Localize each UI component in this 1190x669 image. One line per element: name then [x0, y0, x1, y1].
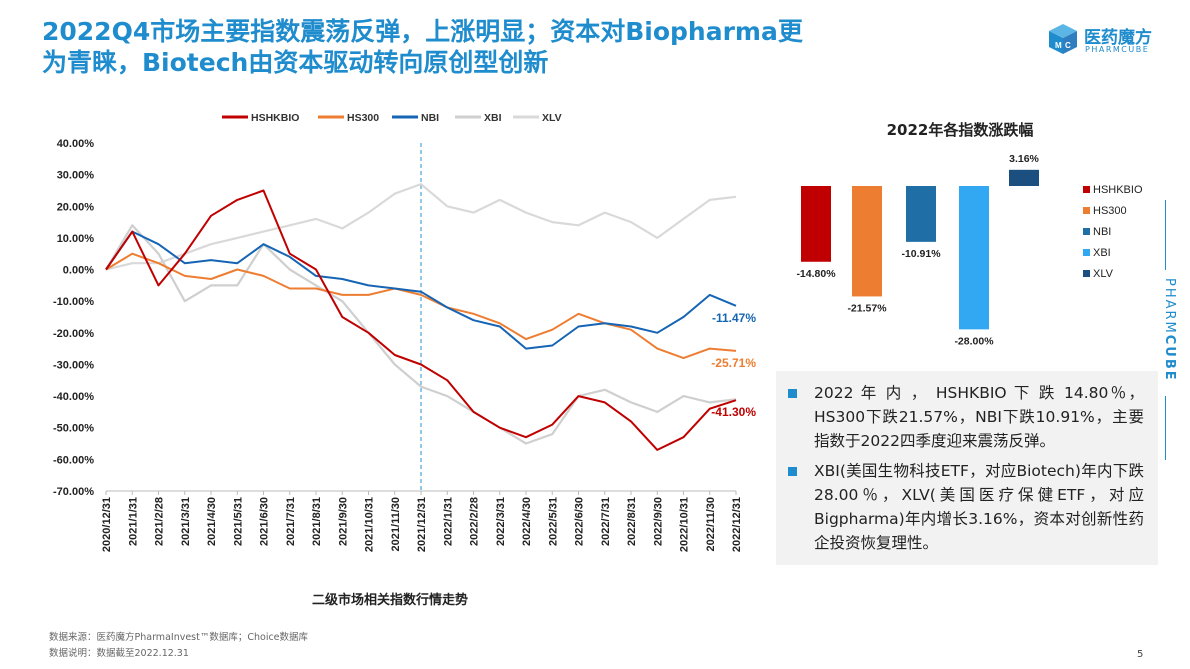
x-tick-label: 2021/9/30 — [337, 497, 349, 546]
bar-value-label: 3.16% — [1009, 153, 1039, 165]
series-line-nbi — [105, 230, 737, 350]
y-tick-label: -30.00% — [53, 359, 94, 371]
bar-legend-swatch — [1083, 228, 1090, 235]
bar-legend-label: NBI — [1093, 226, 1111, 238]
note-text: XBI(美国生物科技ETF，对应Biotech)年内下跌28.00％，XLV(美… — [814, 462, 1144, 552]
y-tick-label: 10.00% — [57, 233, 95, 245]
y-tick-label: -10.00% — [53, 296, 94, 308]
bar-legend-swatch — [1083, 270, 1090, 277]
x-tick-label: 2021/3/31 — [180, 497, 192, 546]
bar-chart: -14.80% -21.57% -10.91% -28.00% 3.16% HSHKBIO… — [796, 153, 1143, 348]
legend-label-hs300: HS300 — [347, 112, 379, 124]
side-brand-line-top — [1165, 200, 1166, 270]
x-tick-label: 2022/5/31 — [547, 497, 559, 546]
page-title-line-1: 2022Q4市场主要指数震荡反弹，上涨明显；资本对Biopharma更 — [42, 17, 803, 46]
page-title-line-2: 为青睐，Biotech由资本驱动转向原创型创新 — [42, 48, 549, 77]
svg-text:M: M — [1055, 41, 1062, 50]
side-brand-text: PHARMCUBE — [1153, 278, 1177, 388]
series-line-hshkbio — [105, 189, 737, 451]
bar-value-label: -14.80% — [796, 268, 836, 280]
legend-label-xlv: XLV — [542, 112, 562, 124]
bar-xlv — [1009, 169, 1039, 186]
page-number: 5 — [1137, 649, 1144, 660]
brand-logo: M C 医药魔方 PHARMCUBE — [1046, 22, 1166, 58]
x-tick-label: 2022/4/30 — [521, 497, 533, 546]
x-tick-label: 2022/8/31 — [626, 497, 638, 546]
y-tick-label: 40.00% — [57, 138, 95, 150]
bar-legend-label: XBI — [1093, 247, 1111, 259]
y-tick-label: -40.00% — [53, 391, 94, 403]
y-tick-label: 0.00% — [63, 265, 94, 277]
bar-legend-swatch — [1083, 249, 1090, 256]
bar-xbi — [959, 186, 989, 330]
line-chart-caption: 二级市场相关指数行情走势 — [311, 593, 468, 608]
bar-legend-swatch — [1083, 186, 1090, 193]
side-brand-line-bottom — [1165, 396, 1166, 460]
x-tick-label: 2022/2/28 — [469, 497, 481, 546]
series-line-xbi — [105, 224, 737, 445]
bar-nbi — [906, 186, 936, 242]
y-tick-label: -70.00% — [53, 486, 94, 498]
y-tick-label: -60.00% — [53, 454, 94, 466]
side-brand-text-b: CUBE — [1162, 334, 1177, 382]
end-label-nbi: -11.47% — [712, 311, 756, 325]
y-tick-label: -50.00% — [53, 423, 94, 435]
bar-chart-title: 2022年各指数涨跌幅 — [886, 121, 1034, 139]
bar-hs300 — [852, 186, 882, 297]
note-item: XBI(美国生物科技ETF，对应Biotech)年内下跌28.00％，XLV(美… — [788, 459, 1144, 555]
y-tick-label: 20.00% — [57, 201, 95, 213]
end-label-hs300: -25.71% — [711, 356, 756, 370]
bar-hshkbio — [801, 186, 831, 262]
legend-label-xbi: XBI — [484, 112, 502, 124]
x-tick-label: 2022/3/31 — [495, 497, 507, 546]
x-tick-label: 2021/1/31 — [127, 497, 139, 546]
legend-label-hshkbio: HSHKBIO — [251, 112, 299, 124]
end-label-hshkbio: -41.30% — [711, 405, 756, 419]
x-tick-label: 2021/10/31 — [364, 497, 376, 552]
x-tick-label: 2021/8/31 — [311, 497, 323, 546]
x-tick-label: 2022/12/31 — [731, 497, 743, 552]
svg-text:C: C — [1065, 41, 1071, 50]
x-tick-label: 2020/12/31 — [101, 497, 113, 552]
note-item: 2022 年 内 ， HSHKBIO 下 跌 14.80％，HS300下跌21.… — [788, 381, 1144, 453]
cube-icon: M C — [1049, 24, 1077, 54]
x-tick-label: 2021/2/28 — [154, 497, 166, 546]
series-line-xlv — [105, 183, 737, 271]
page-title: 2022Q4市场主要指数震荡反弹，上涨明显；资本对Biopharma更 为青睐，… — [42, 16, 942, 78]
logo-en-text: PHARMCUBE — [1085, 45, 1150, 54]
bar-value-label: -28.00% — [954, 335, 994, 347]
bullet-square-icon — [788, 389, 797, 398]
footer-source: 数据来源：医药魔方PharmaInvest™数据库；Choice数据库 — [49, 632, 309, 643]
bullet-square-icon — [788, 467, 797, 476]
x-tick-label: 2021/6/30 — [259, 497, 271, 546]
x-tick-label: 2021/11/30 — [390, 497, 402, 551]
side-brand-text-a: PHARM — [1162, 278, 1177, 335]
x-tick-label: 2021/4/30 — [206, 497, 218, 546]
bar-legend-label: HS300 — [1093, 205, 1127, 217]
side-brand-label: PHARMCUBE — [1150, 200, 1180, 460]
bar-value-label: -21.57% — [847, 302, 887, 314]
x-tick-label: 2021/12/31 — [416, 497, 428, 552]
legend-label-nbi: NBI — [421, 112, 439, 124]
x-tick-label: 2022/6/30 — [574, 497, 586, 546]
x-tick-label: 2021/7/31 — [285, 497, 297, 546]
notes-panel: 2022 年 内 ， HSHKBIO 下 跌 14.80％，HS300下跌21.… — [776, 371, 1158, 565]
note-text: 2022 年 内 ， HSHKBIO 下 跌 14.80％，HS300下跌21.… — [814, 384, 1144, 450]
footer-note: 数据说明：数据截至2022.12.31 — [49, 648, 189, 659]
bar-legend-label: HSHKBIO — [1093, 184, 1143, 196]
bar-legend-label: XLV — [1093, 268, 1114, 280]
series-line-hs300 — [105, 252, 737, 360]
x-tick-label: 2021/5/31 — [232, 497, 244, 546]
x-tick-label: 2022/1/31 — [442, 497, 454, 546]
logo-cn-text: 医药魔方 — [1084, 28, 1152, 48]
x-tick-label: 2022/10/31 — [679, 497, 691, 552]
x-tick-label: 2022/7/31 — [600, 497, 612, 546]
line-chart: 40.00% 30.00% 20.00% 10.00% 0.00% -10.00% -20.… — [53, 112, 756, 552]
x-tick-label: 2022/11/30 — [705, 497, 717, 551]
bar-value-label: -10.91% — [901, 248, 941, 260]
y-tick-label: 30.00% — [57, 170, 95, 182]
y-tick-label: -20.00% — [53, 328, 94, 340]
bar-legend-swatch — [1083, 207, 1090, 214]
x-tick-label: 2022/9/30 — [652, 497, 664, 546]
